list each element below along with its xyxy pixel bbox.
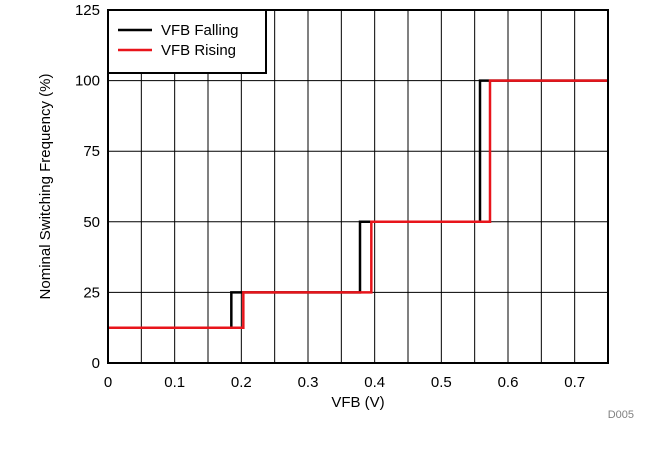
series-group — [108, 79, 608, 329]
legend-label-vfb-falling: VFB Falling — [161, 22, 239, 39]
series-line-vfb-rising — [108, 79, 608, 329]
series-line-vfb-falling — [108, 79, 608, 329]
x-tick-label: 0.6 — [498, 374, 519, 391]
x-tick-labels: 0 0.1 0.2 0.3 0.4 0.5 0.6 0.7 — [104, 374, 585, 391]
y-tick-label: 100 — [75, 73, 100, 90]
x-tick-label: 0.2 — [231, 374, 252, 391]
x-tick-label: 0.5 — [431, 374, 452, 391]
x-tick-label: 0.7 — [564, 374, 585, 391]
x-tick-label: 0.3 — [298, 374, 319, 391]
legend: VFB Falling VFB Rising — [107, 9, 267, 74]
y-axis-label: Nominal Switching Frequency (%) — [37, 74, 54, 300]
figure-id-note: D005 — [608, 409, 634, 421]
y-tick-labels: 0 25 50 75 100 125 — [75, 2, 100, 372]
y-tick-label: 25 — [83, 284, 100, 301]
x-tick-label: 0 — [104, 374, 112, 391]
x-axis-label: VFB (V) — [331, 394, 384, 411]
legend-label-vfb-rising: VFB Rising — [161, 42, 236, 59]
y-tick-label: 50 — [83, 214, 100, 231]
legend-box — [107, 9, 267, 74]
x-tick-label: 0.4 — [364, 374, 385, 391]
y-tick-label: 125 — [75, 2, 100, 19]
plot-frame — [107, 9, 609, 364]
x-tick-label: 0.1 — [164, 374, 185, 391]
y-tick-label: 0 — [92, 355, 100, 372]
y-tick-label: 75 — [83, 143, 100, 160]
